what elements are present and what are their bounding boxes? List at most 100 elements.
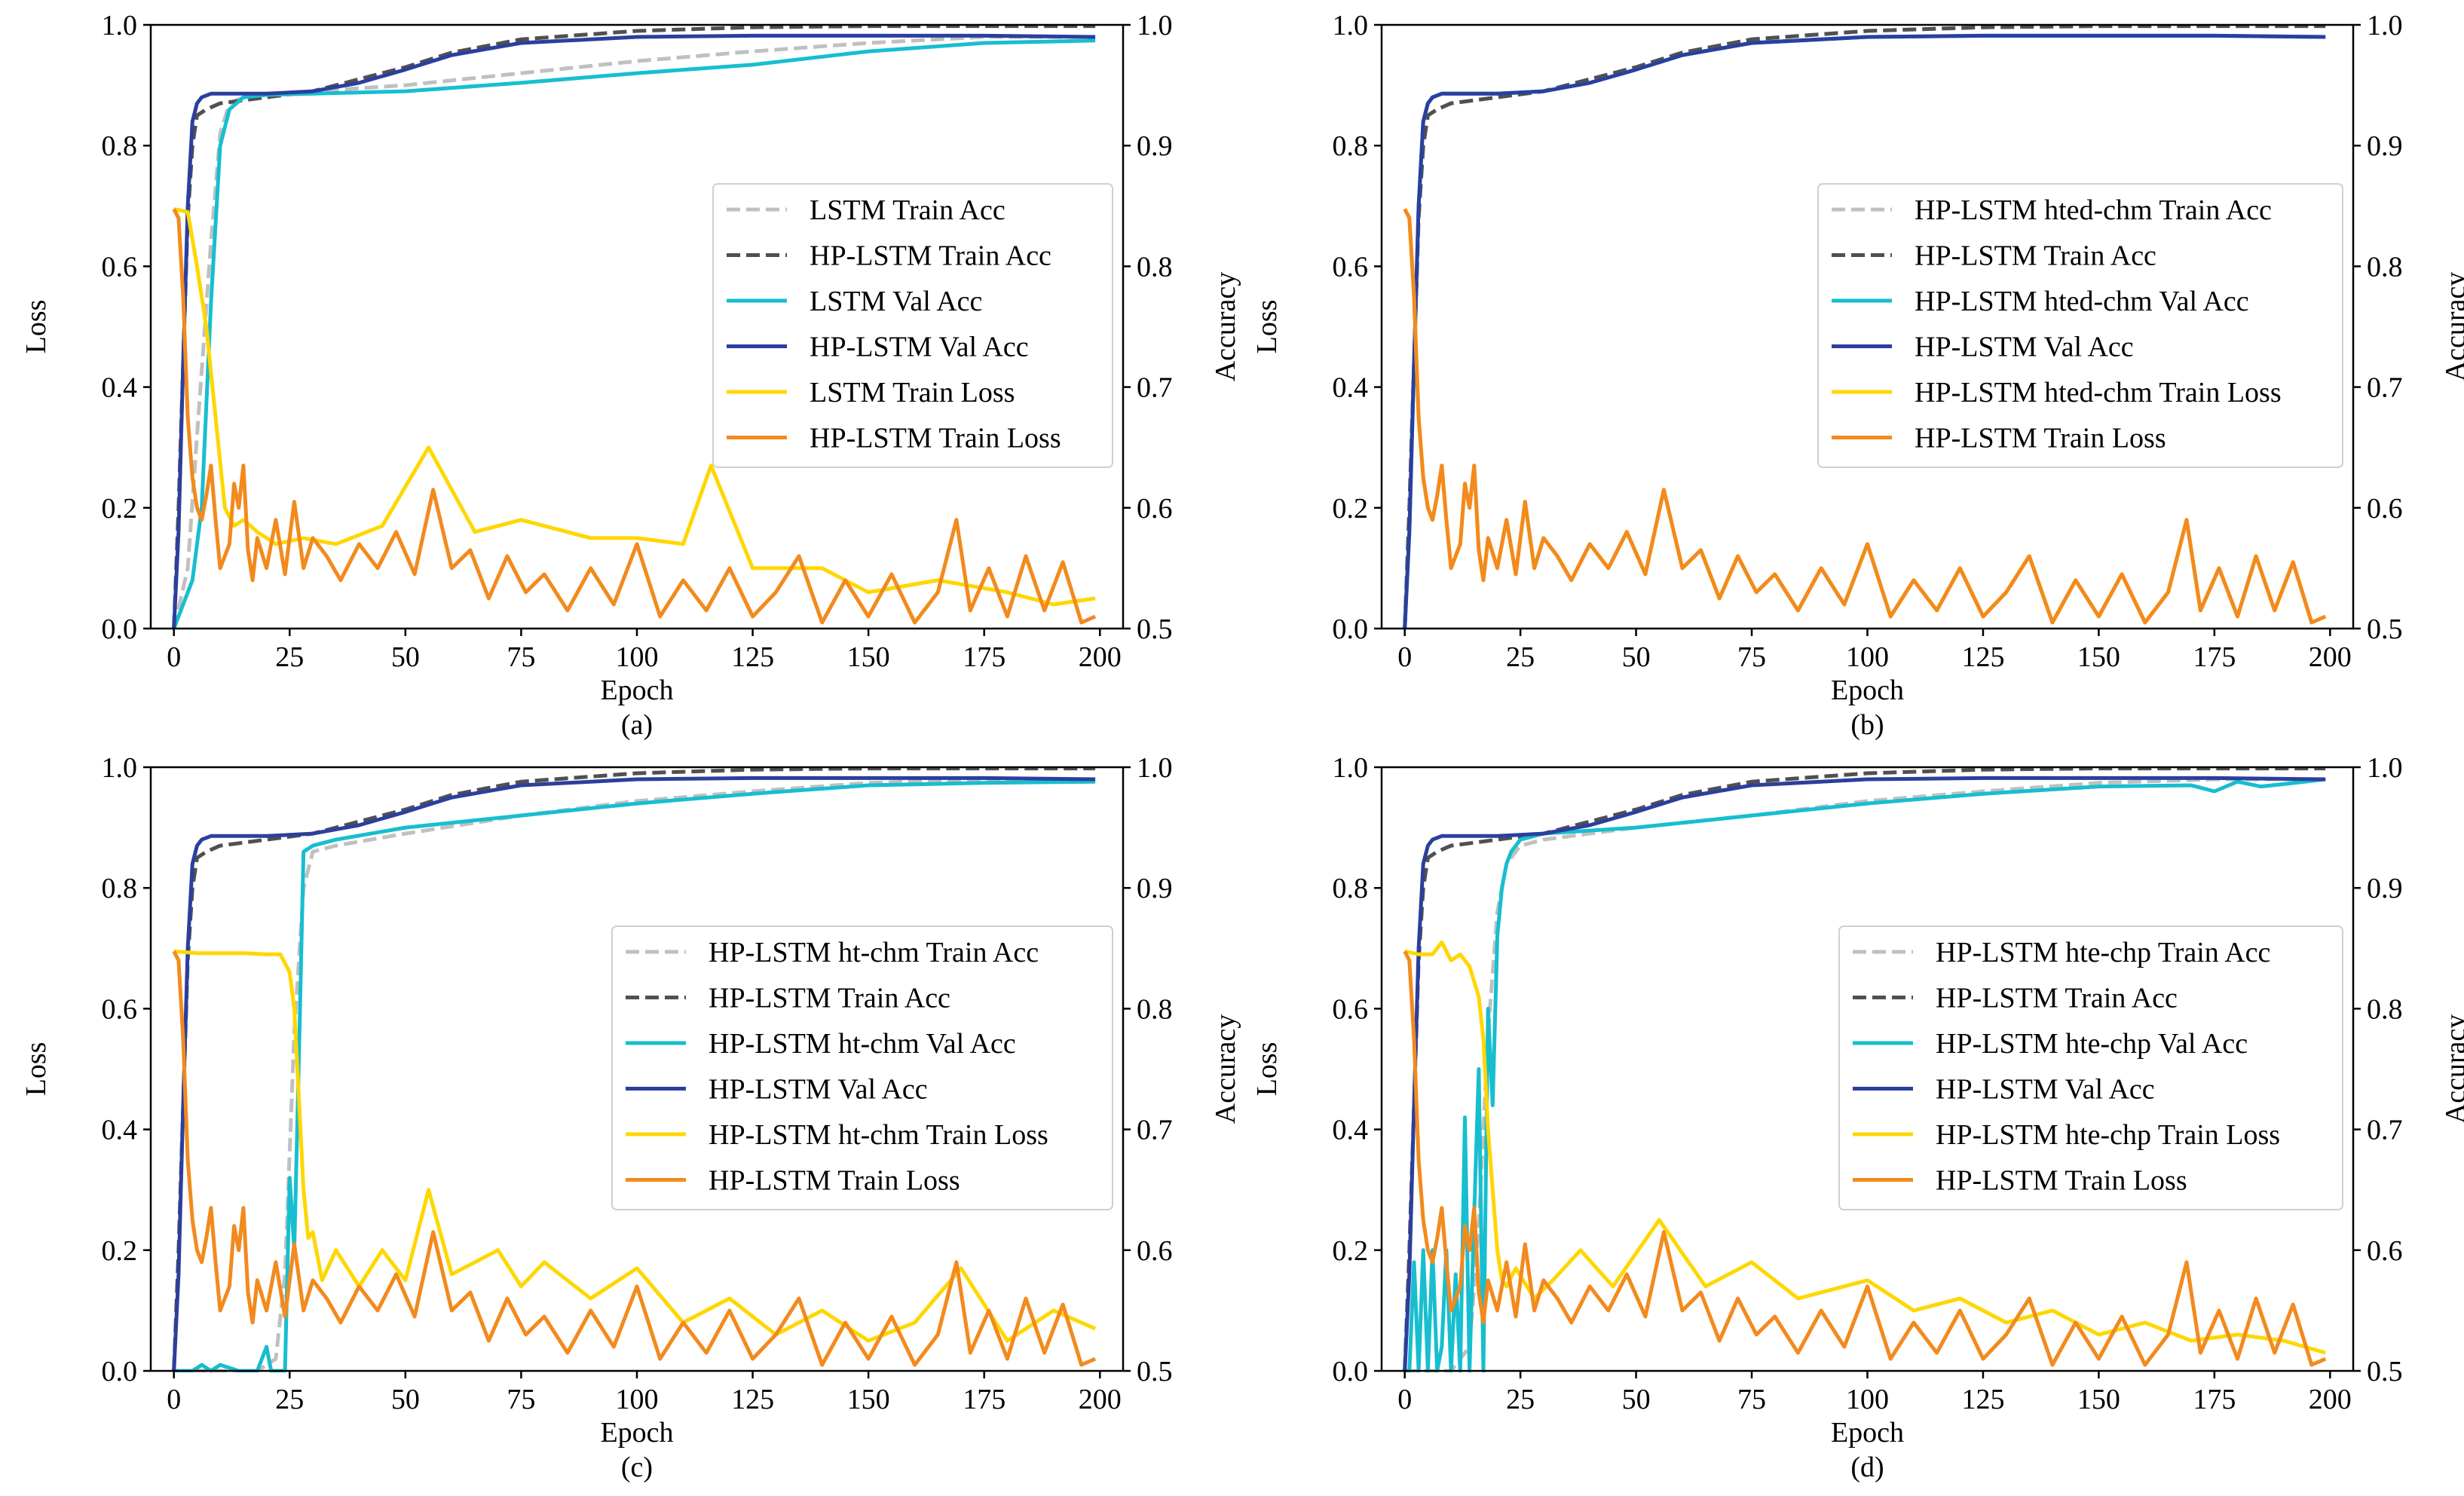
legend-entry: HP-LSTM hted-chm Train Acc [1915, 194, 2272, 226]
x-tick-label: 150 [2077, 641, 2120, 673]
y-left-tick-label: 0.2 [102, 1235, 138, 1267]
y-left-tick-label: 0.8 [102, 873, 138, 904]
x-tick-label: 125 [1961, 1384, 2004, 1415]
x-axis-label: Epoch [600, 675, 673, 706]
y-left-tick-label: 0.6 [1333, 993, 1369, 1025]
chart-panel-2: 0 25 50 75 100 125 150 175 200 0.0 0.2 0.4 0.6 0.8 1.0… [1251, 10, 2464, 741]
y-right-tick-label: 0.7 [2367, 372, 2403, 404]
legend: HP-LSTM hted-chm Train Acc HP-LSTM Train … [1817, 183, 2343, 468]
x-tick-label: 125 [1961, 641, 2004, 673]
y-left-tick-label: 0.2 [1333, 493, 1369, 525]
y-left-tick-label: 0.8 [102, 130, 138, 162]
y-left-tick-label: 0.0 [102, 1356, 138, 1387]
x-tick-label: 0 [1397, 1384, 1412, 1415]
x-tick-label: 200 [1079, 1384, 1122, 1415]
legend-entry: HP-LSTM Val Acc [709, 1074, 928, 1106]
series-line-4 [172, 776, 1096, 1372]
x-tick-label: 0 [167, 641, 181, 673]
legend: HP-LSTM hte-chp Train Acc HP-LSTM Train A… [1838, 925, 2343, 1210]
legend-entry: HP-LSTM Val Acc [1915, 332, 2134, 363]
y-right-tick-label: 0.8 [2367, 251, 2403, 283]
y-right-tick-label: 0.6 [1137, 493, 1173, 525]
x-tick-label: 150 [847, 641, 890, 673]
x-tick-label: 50 [1622, 641, 1651, 673]
y-left-tick-label: 1.0 [102, 10, 138, 41]
x-tick-label: 150 [2077, 1384, 2120, 1415]
x-tick-label: 200 [2309, 641, 2352, 673]
x-tick-label: 125 [731, 1384, 774, 1415]
series-line-5 [173, 207, 1096, 607]
y-left-tick-label: 0.6 [102, 993, 138, 1025]
series-line-1 [1404, 777, 2326, 1372]
series-line-3 [173, 779, 1096, 1372]
y-right-tick-label: 0.5 [1137, 613, 1173, 645]
panel-label: (d) [1850, 1452, 1884, 1483]
y-right-tick-label: 0.5 [2367, 613, 2403, 645]
x-tick-label: 100 [616, 1384, 659, 1415]
plot-area [172, 24, 1097, 629]
y-right-axis-label: Accuracy [2440, 1014, 2464, 1124]
legend-entry: LSTM Train Acc [810, 194, 1005, 226]
chart-panel-1: 0 25 50 75 100 125 150 175 200 0.0 0.2 0.4 0.6 0.8 1.0… [20, 10, 1241, 741]
x-tick-label: 175 [963, 1384, 1005, 1415]
x-tick-label: 200 [2309, 1384, 2352, 1415]
legend-entry: HP-LSTM Train Loss [709, 1165, 960, 1197]
plot-area [1403, 766, 2327, 1372]
x-tick-label: 50 [391, 641, 420, 673]
x-tick-label: 125 [731, 641, 774, 673]
legend-entry: HP-LSTM Train Loss [1915, 423, 2166, 454]
y-right-tick-label: 0.6 [1137, 1235, 1173, 1267]
y-left-tick-label: 1.0 [1333, 10, 1369, 41]
y-right-tick-label: 0.6 [2367, 493, 2403, 525]
x-axis-label: Epoch [600, 1417, 673, 1449]
chart-panel-3: 0 25 50 75 100 125 150 175 200 0.0 0.2 0.4 0.6 0.8 1.0… [20, 752, 1241, 1483]
y-right-tick-label: 1.0 [2367, 752, 2403, 784]
series-line-5 [173, 949, 1097, 1343]
y-left-tick-label: 0.6 [1333, 251, 1369, 283]
x-tick-label: 75 [507, 641, 535, 673]
legend-entry: HP-LSTM Val Acc [1936, 1074, 2155, 1106]
y-right-tick-label: 0.8 [1137, 993, 1173, 1025]
x-tick-label: 25 [1506, 1384, 1535, 1415]
legend-box [611, 925, 1113, 1210]
legend-entry: HP-LSTM Train Acc [709, 983, 950, 1014]
x-tick-label: 175 [963, 641, 1005, 673]
y-left-tick-label: 0.8 [1333, 130, 1369, 162]
series-line-1 [173, 777, 1096, 1372]
legend-entry: HP-LSTM hte-chp Val Acc [1936, 1028, 2248, 1060]
panel-label: (c) [621, 1452, 653, 1483]
y-right-axis-label: Accuracy [2440, 272, 2464, 382]
x-tick-label: 100 [1846, 641, 1889, 673]
plot-area [1403, 24, 2327, 629]
legend-box [712, 183, 1113, 468]
x-tick-label: 75 [1737, 641, 1766, 673]
legend-box [1817, 183, 2343, 468]
y-right-tick-label: 0.9 [1137, 130, 1173, 162]
x-axis-label: Epoch [1831, 1417, 1904, 1449]
series-line-4 [1403, 776, 2326, 1372]
series-line-6 [1403, 950, 2327, 1367]
x-tick-label: 75 [507, 1384, 535, 1415]
panel-label: (b) [1850, 709, 1884, 741]
x-tick-label: 75 [1737, 1384, 1766, 1415]
legend-entry: HP-LSTM hte-chp Train Loss [1936, 1119, 2280, 1151]
legend-entry: HP-LSTM hted-chm Val Acc [1915, 286, 2249, 317]
y-right-tick-label: 0.5 [2367, 1356, 2403, 1387]
y-right-tick-label: 0.9 [2367, 873, 2403, 904]
y-left-tick-label: 0.4 [102, 372, 138, 404]
y-right-tick-label: 0.7 [1137, 1115, 1173, 1146]
legend-entry: HP-LSTM hted-chm Train Loss [1915, 377, 2282, 408]
series-line-6 [172, 950, 1097, 1367]
y-right-tick-label: 0.8 [1137, 251, 1173, 283]
y-left-tick-label: 0.4 [1333, 1115, 1369, 1146]
series-line-3 [1404, 777, 2326, 1372]
y-left-tick-label: 0.2 [102, 493, 138, 525]
legend-entry: HP-LSTM Train Acc [1936, 983, 2178, 1014]
legend-box [1838, 925, 2343, 1210]
x-tick-label: 0 [1397, 641, 1412, 673]
x-tick-label: 100 [1846, 1384, 1889, 1415]
y-left-tick-label: 1.0 [102, 752, 138, 784]
x-tick-label: 0 [167, 1384, 181, 1415]
y-left-tick-label: 0.0 [1333, 1356, 1369, 1387]
